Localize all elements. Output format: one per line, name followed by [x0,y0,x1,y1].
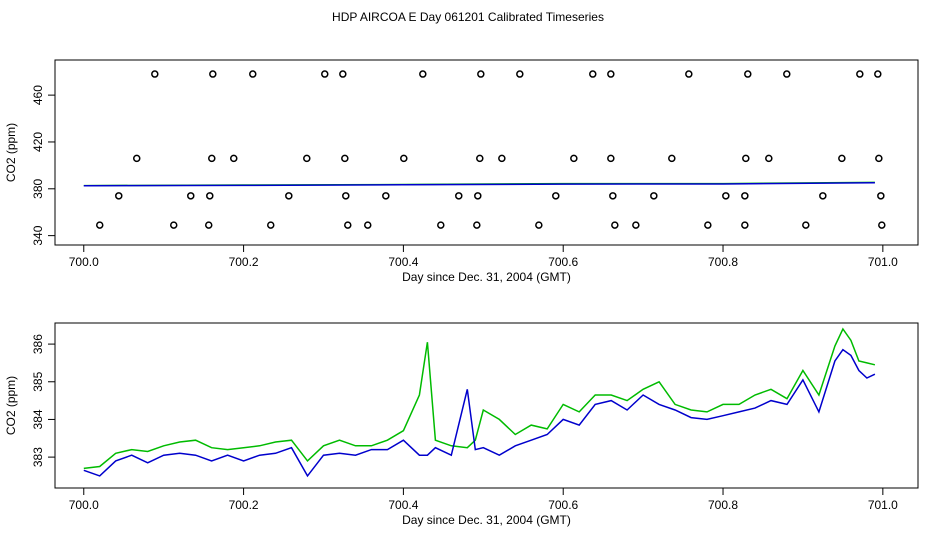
data-point [535,221,543,229]
data-point [321,70,329,78]
y-tick-label: 340 [31,225,45,245]
data-point [607,70,615,78]
y-tick-label: 385 [31,371,45,391]
y-axis-label: CO2 (ppm) [4,376,18,435]
data-point [230,154,238,163]
data-point [209,70,217,78]
data-point [364,221,372,229]
x-tick-label: 700.8 [708,498,738,512]
data-line [83,348,876,478]
x-tick-label: 700.8 [708,255,738,269]
data-point [169,221,178,229]
data-point [382,192,390,200]
data-point [474,192,482,200]
data-point [249,70,257,78]
data-point [267,221,275,229]
data-point [744,70,752,78]
data-point [741,221,749,229]
data-point [704,221,712,229]
data-point [341,154,349,163]
y-axis-label: CO2 (ppm) [4,123,18,182]
data-point [132,154,141,163]
data-point [802,221,810,229]
data-point [589,70,597,78]
data-point [476,154,484,163]
data-point [722,192,730,200]
data-point [285,192,293,200]
plot-frame [54,59,919,246]
data-point [303,154,311,163]
y-tick-label: 384 [31,409,45,429]
data-point [874,70,882,78]
data-point [742,154,750,163]
x-tick-label: 700.0 [69,255,99,269]
x-tick-label: 700.6 [548,255,578,269]
y-tick-label: 383 [31,447,45,467]
data-point [856,70,864,78]
x-tick-label: 700.2 [229,255,259,269]
data-point [477,70,485,78]
data-point [783,70,791,78]
data-point [419,70,427,78]
data-point [878,221,886,229]
data-point [552,192,560,200]
data-point [206,192,214,200]
y-tick-label: 460 [31,85,45,105]
data-point [498,154,506,163]
y-tick-label: 420 [31,132,45,152]
data-point [741,192,749,200]
data-point [570,154,578,163]
data-point [611,221,619,229]
data-point [95,221,104,229]
data-point [437,221,445,229]
data-point [632,221,640,229]
data-point [187,192,195,200]
data-point [668,154,676,163]
data-point [609,192,617,200]
data-point [473,221,481,229]
x-tick-label: 701.0 [868,255,898,269]
data-point [400,154,408,163]
data-point [342,192,350,200]
data-point [607,154,615,163]
y-tick-label: 386 [31,334,45,354]
x-tick-label: 700.6 [548,498,578,512]
x-tick-label: 700.4 [388,498,418,512]
data-point [838,154,846,163]
x-axis-label: Day since Dec. 31, 2004 (GMT) [402,513,571,527]
data-point [877,192,885,200]
data-point [208,154,216,163]
data-point [115,192,123,200]
data-point [650,192,658,200]
data-point [516,70,524,78]
data-point [204,221,213,229]
data-point [339,70,347,78]
data-point [685,70,693,78]
plot-frame [54,322,919,489]
x-tick-label: 700.4 [388,255,418,269]
data-point [819,192,827,200]
data-line [83,181,875,187]
data-point [765,154,773,163]
x-tick-label: 700.0 [69,498,99,512]
data-point [875,154,883,163]
x-tick-label: 701.0 [868,498,898,512]
data-point [455,192,463,200]
data-point [344,221,352,229]
x-axis-label: Day since Dec. 31, 2004 (GMT) [402,270,571,284]
chart-title: HDP AIRCOA E Day 061201 Calibrated Times… [332,10,604,24]
y-tick-label: 380 [31,178,45,198]
x-tick-label: 700.2 [229,498,259,512]
data-point [151,70,159,78]
data-line [83,327,876,470]
